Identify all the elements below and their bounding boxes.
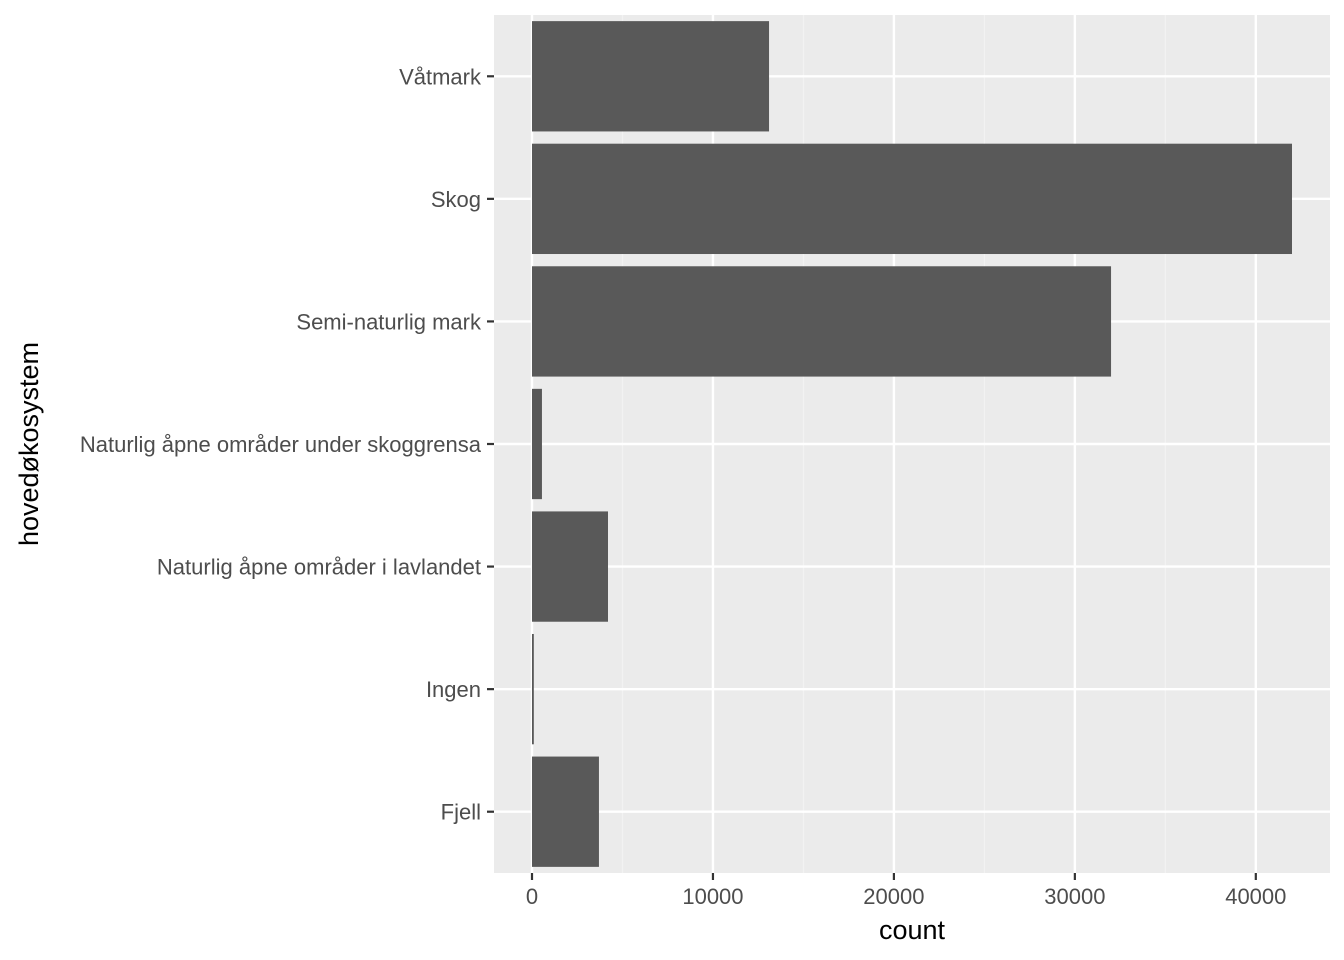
bar bbox=[532, 21, 770, 132]
bar bbox=[532, 266, 1112, 377]
y-tick-label: Skog bbox=[431, 187, 481, 212]
bar bbox=[532, 388, 542, 500]
x-tick-label: 30000 bbox=[1044, 884, 1105, 909]
y-tick-label: Semi-naturlig mark bbox=[296, 309, 482, 334]
y-axis: Fjell Ingen Naturlig åpne områder i lavlan… bbox=[80, 64, 494, 825]
x-tick-label: 20000 bbox=[863, 884, 924, 909]
x-axis-title: count bbox=[879, 915, 946, 945]
x-axis: 0 10000 20000 30000 40000 bbox=[526, 873, 1286, 909]
bars bbox=[532, 21, 1292, 867]
y-tick-label: Våtmark bbox=[399, 64, 482, 89]
bar bbox=[532, 633, 534, 745]
x-tick-label: 0 bbox=[526, 884, 538, 909]
bar bbox=[532, 511, 608, 622]
y-axis-title: hovedøkosystem bbox=[14, 342, 44, 546]
x-tick-label: 40000 bbox=[1225, 884, 1286, 909]
bar bbox=[532, 756, 599, 867]
y-tick-label: Naturlig åpne områder i lavlandet bbox=[157, 555, 481, 580]
x-tick-label: 10000 bbox=[682, 884, 743, 909]
y-tick-label: Ingen bbox=[426, 677, 481, 702]
bar bbox=[532, 143, 1292, 255]
y-tick-label: Naturlig åpne områder under skoggrensa bbox=[80, 432, 482, 457]
y-tick-label: Fjell bbox=[441, 800, 481, 825]
